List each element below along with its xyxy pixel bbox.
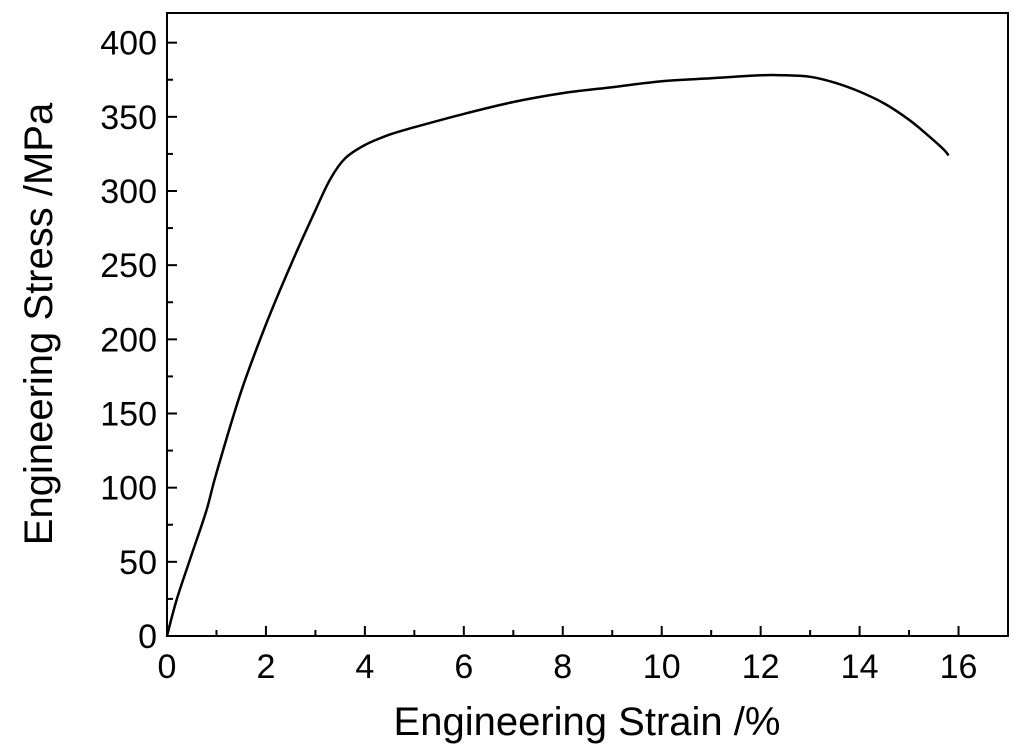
x-tick-label: 2: [256, 648, 275, 686]
plot-frame: [166, 12, 1009, 637]
x-tick-label: 8: [553, 648, 572, 686]
x-tick-label: 14: [841, 648, 879, 686]
y-tick-label: 250: [100, 247, 157, 285]
y-tick-label: 50: [119, 544, 157, 582]
axis-ticks: [166, 41, 960, 637]
x-tick-label: 10: [643, 648, 681, 686]
x-tick-labels: 0 2 4 6 8 10 12 14 16: [158, 648, 978, 686]
y-axis-title: Engineering Stress /MPa: [17, 102, 61, 545]
y-tick-label: 350: [100, 99, 157, 137]
y-tick-label: 300: [100, 173, 157, 211]
y-tick-label: 0: [138, 618, 157, 656]
x-tick-label: 6: [454, 648, 473, 686]
y-tick-labels: 0 50 100 150 200 250 300 350 400: [100, 25, 157, 656]
x-tick-label: 0: [158, 648, 177, 686]
y-tick-label: 200: [100, 321, 157, 359]
y-tick-label: 150: [100, 396, 157, 434]
y-tick-label: 400: [100, 25, 157, 63]
x-tick-label: 12: [742, 648, 780, 686]
x-tick-label: 16: [940, 648, 978, 686]
x-tick-label: 4: [355, 648, 374, 686]
series-line: [165, 73, 950, 637]
y-tick-label: 100: [100, 470, 157, 508]
x-axis-title: Engineering Strain /%: [394, 700, 781, 744]
